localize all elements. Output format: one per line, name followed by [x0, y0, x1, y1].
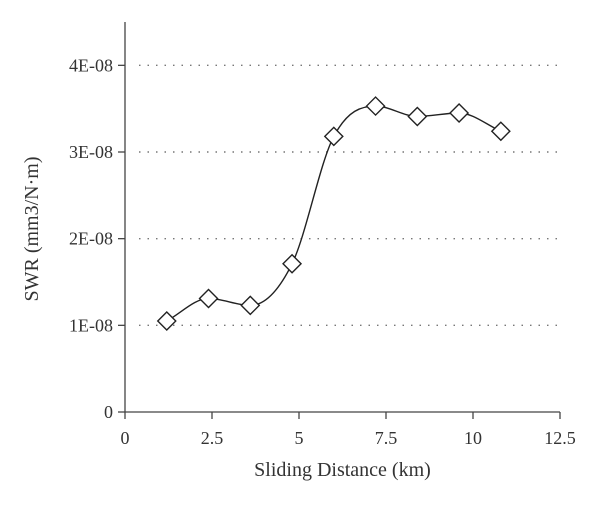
data-point-6 — [407, 106, 428, 127]
data-point-1 — [198, 288, 219, 309]
y-axis-title: SWR (mm3/N·m) — [21, 157, 43, 302]
series-curve — [166, 105, 502, 322]
data-point-4 — [323, 126, 344, 147]
x-axis-title: Sliding Distance (km) — [254, 459, 431, 481]
x-tick-label-1: 2.5 — [201, 428, 224, 448]
data-markers — [156, 96, 511, 331]
data-point-8 — [490, 121, 511, 142]
y-tick-label-1: 1E-08 — [69, 315, 113, 335]
x-tick-label-3: 7.5 — [375, 428, 398, 448]
gridlines — [139, 64, 558, 327]
y-tick-label-4: 4E-08 — [69, 55, 113, 75]
x-tick-label-5: 12.5 — [544, 428, 576, 448]
data-point-0 — [156, 311, 177, 331]
data-point-2 — [240, 295, 261, 316]
x-tick-label-4: 10 — [464, 428, 482, 448]
y-tick-label-2: 2E-08 — [69, 229, 113, 249]
y-axis-ticks: 0 1E-08 2E-08 3E-08 4E-08 — [69, 55, 125, 422]
y-tick-label-3: 3E-08 — [69, 142, 113, 162]
y-tick-label-0: 0 — [104, 402, 113, 422]
data-point-3 — [282, 253, 303, 274]
x-tick-label-2: 5 — [295, 428, 304, 448]
data-point-5 — [365, 96, 386, 117]
x-tick-label-0: 0 — [121, 428, 130, 448]
x-axis-ticks: 0 2.5 5 7.5 10 12.5 — [121, 412, 576, 448]
data-point-7 — [449, 103, 470, 123]
